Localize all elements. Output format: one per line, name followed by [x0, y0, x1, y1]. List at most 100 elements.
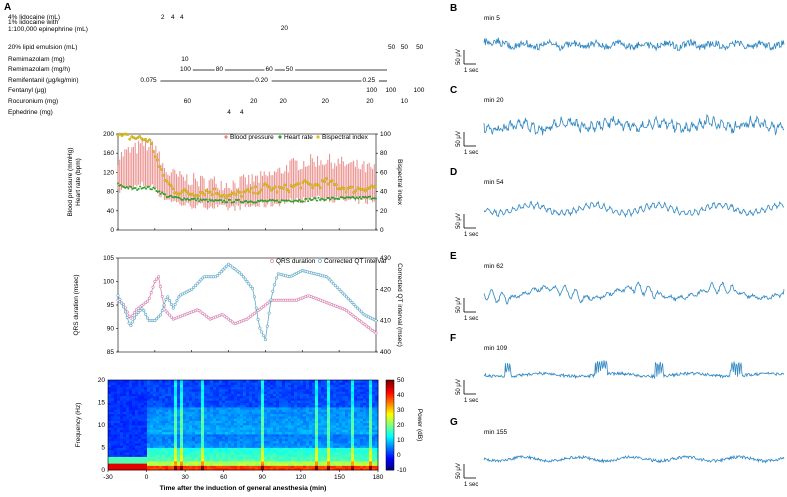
spectrogram-cell: [219, 434, 223, 437]
hr-point: [223, 199, 226, 202]
spectrogram-cell: [120, 425, 124, 428]
spectrogram-cell: [330, 389, 334, 392]
spectrogram-cell: [165, 409, 169, 412]
colorbar-cell: [386, 468, 394, 471]
spectrogram-cell: [252, 418, 256, 421]
spectrogram-cell: [351, 467, 355, 471]
spectrogram-cell: [345, 431, 349, 435]
spectrogram-cell: [255, 416, 259, 419]
qrs-point: [133, 311, 137, 315]
bis-point: [252, 191, 256, 195]
spectrogram-cell: [234, 420, 238, 424]
spectrogram-cell: [159, 393, 163, 397]
spectrogram-cell: [294, 413, 298, 417]
spectrogram-cell: [273, 413, 277, 417]
spectrogram-cell: [339, 434, 343, 437]
spectrogram-cell: [207, 420, 211, 424]
spectrogram-cell: [168, 413, 172, 417]
hr-point: [206, 200, 209, 203]
spectrogram-cell: [216, 454, 220, 457]
spectrogram-cell: [369, 425, 373, 428]
spectrogram-cell: [342, 429, 346, 433]
spectrogram-cell: [240, 436, 244, 439]
spectrogram-cell: [192, 434, 196, 437]
spectrogram-cell: [345, 420, 349, 424]
spectrogram-cell: [156, 449, 160, 453]
spectrogram-cell: [204, 463, 208, 466]
spectrogram-cell: [123, 389, 127, 392]
spectrogram-cell: [228, 440, 232, 444]
spectrogram-cell: [291, 395, 295, 399]
y-axis-label: Heart rate (bpm): [75, 158, 82, 206]
spectrogram-cell: [267, 431, 271, 435]
spectrogram-cell: [234, 447, 238, 451]
spectrogram-cell: [210, 384, 214, 388]
spectrogram-cell: [258, 429, 262, 433]
spectrogram-cell: [318, 425, 322, 428]
spectrogram-cell: [348, 449, 352, 453]
spectrogram-cell: [210, 407, 214, 410]
spectrogram-cell: [282, 413, 286, 417]
spectrogram-cell: [294, 380, 298, 383]
qtc-point: [162, 303, 166, 307]
spectrogram-cell: [249, 427, 253, 430]
drug-dose: 60: [183, 98, 192, 105]
spectrogram-cell: [366, 407, 370, 410]
hr-point: [130, 186, 133, 189]
spectrogram-cell: [321, 404, 325, 408]
spectrogram-cell: [180, 418, 184, 421]
spectrogram-cell: [123, 420, 127, 424]
spectrogram-cell: [336, 413, 340, 417]
hr-point: [321, 198, 324, 201]
spectrogram-cell: [282, 436, 286, 439]
spectrogram-cell: [171, 429, 175, 433]
drug-label: Ephedrine (mg): [8, 109, 53, 116]
spectrogram-cell: [162, 427, 166, 430]
spectrogram-cell: [183, 395, 187, 399]
spectrogram-cell: [237, 402, 241, 406]
spectrogram-cell: [108, 463, 112, 466]
hr-point: [218, 199, 221, 202]
x-tick-label: 90: [259, 474, 267, 481]
spectrogram-cell: [336, 463, 340, 466]
spectrogram-cell: [216, 384, 220, 388]
spectrogram-cell: [141, 436, 145, 439]
spectrogram-cell: [348, 402, 352, 406]
spectrogram-cell: [336, 434, 340, 437]
spectrogram-cell: [330, 404, 334, 408]
spectrogram-cell: [291, 443, 295, 446]
spectrogram-cell: [324, 386, 328, 390]
spectrogram-cell: [117, 420, 121, 424]
scale-y-label: 50 μV: [456, 297, 462, 313]
spectrogram-cell: [132, 431, 136, 435]
spectrogram-cell: [207, 461, 211, 464]
spectrogram-cell: [159, 389, 163, 392]
spectrogram-cell: [246, 461, 250, 464]
spectrogram-cell: [147, 434, 151, 437]
spectrogram-cell: [240, 452, 244, 455]
spectrogram-cell: [354, 402, 358, 406]
spectrogram-cell: [237, 445, 241, 448]
spectrogram-cell: [255, 436, 259, 439]
spectrogram-cell: [162, 465, 166, 469]
spectrogram-cell: [111, 411, 115, 415]
spectrogram-cell: [132, 465, 136, 469]
spectrogram-cell: [363, 389, 367, 392]
spectrogram-cell: [231, 386, 235, 390]
spectrogram-cell: [177, 409, 181, 412]
spectrogram-cell: [219, 425, 223, 428]
spectrogram-cell: [141, 425, 145, 428]
spectrogram-cell: [192, 416, 196, 419]
spectrogram-cell: [252, 465, 256, 469]
drug-dose: 4: [179, 14, 184, 21]
spectrogram-cell: [321, 449, 325, 453]
spectrogram-cell: [282, 443, 286, 446]
spectrogram-cell: [225, 449, 229, 453]
spectrogram-cell: [351, 393, 355, 397]
spectrogram-cell: [126, 418, 130, 421]
spectrogram-cell: [135, 467, 139, 471]
spectrogram-cell: [243, 425, 247, 428]
spectrogram-cell: [324, 456, 328, 460]
spectrogram-cell: [366, 434, 370, 437]
spectrogram-cell: [321, 429, 325, 433]
